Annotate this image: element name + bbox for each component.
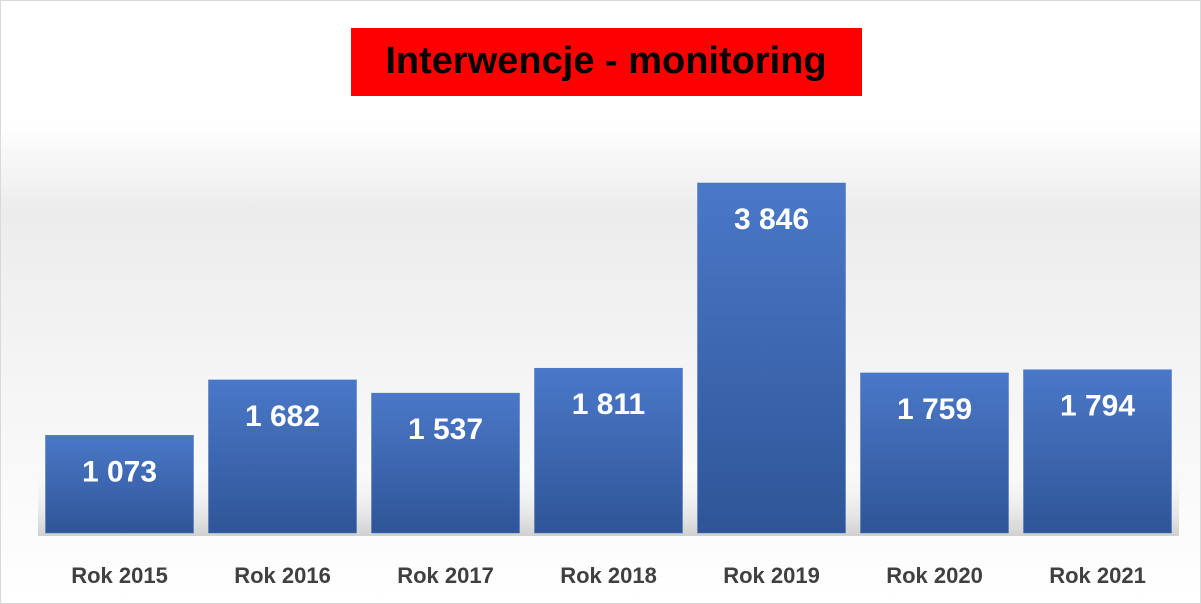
x-tick-label: Rok 2018: [560, 563, 657, 588]
data-label: 1 759: [897, 393, 972, 426]
bar: [697, 182, 846, 534]
data-label: 1 537: [408, 413, 483, 446]
x-tick-label: Rok 2019: [723, 563, 820, 588]
bar: [208, 379, 357, 534]
x-tick-label: Rok 2015: [71, 563, 168, 588]
x-tick-label: Rok 2021: [1049, 563, 1146, 588]
x-tick-label: Rok 2016: [234, 563, 331, 588]
bar: [860, 372, 1009, 534]
bar: [1023, 369, 1172, 534]
data-label: 1 811: [572, 388, 645, 421]
data-label: 1 682: [245, 400, 320, 433]
bar: [45, 435, 194, 534]
bar: [534, 367, 683, 534]
chart-title: Interwencje - monitoring: [385, 40, 826, 82]
x-tick-label: Rok 2020: [886, 563, 983, 588]
data-label: 1 794: [1060, 390, 1135, 423]
x-tick-label: Rok 2017: [397, 563, 494, 588]
bar: [371, 392, 520, 534]
data-label: 1 073: [82, 455, 157, 488]
title-background: [351, 28, 862, 96]
data-label: 3 846: [734, 203, 809, 236]
